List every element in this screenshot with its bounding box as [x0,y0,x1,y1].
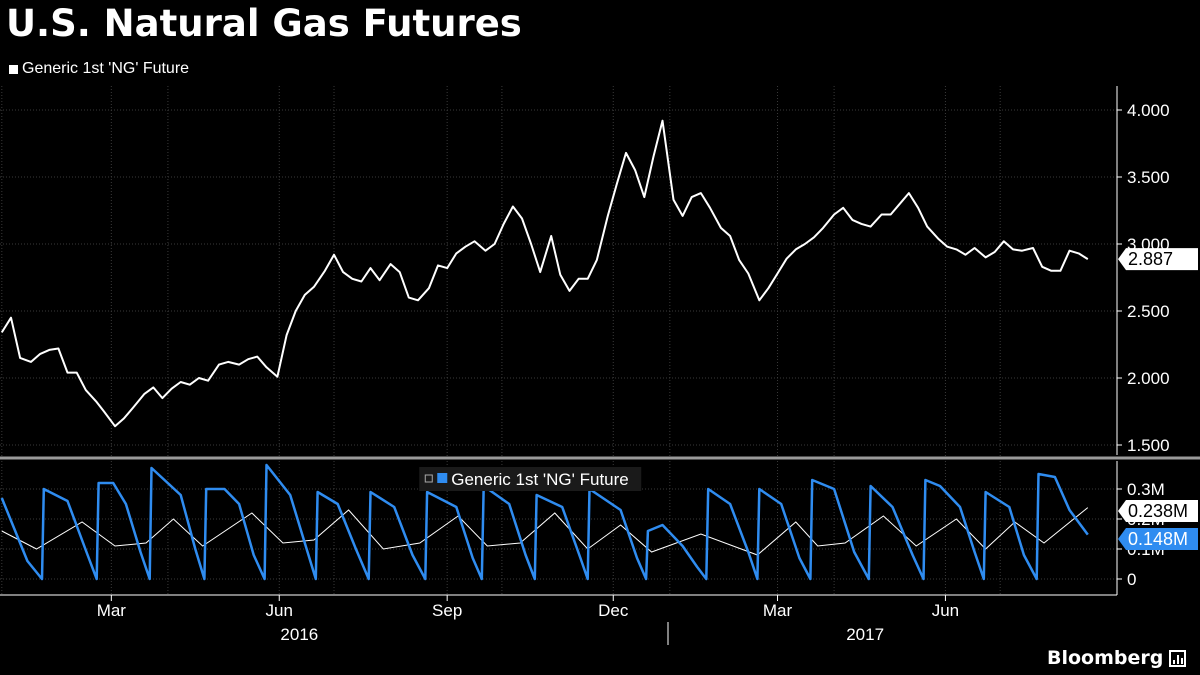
bloomberg-terminal-icon [1169,649,1187,667]
x-tick-label: Sep [432,601,462,620]
last-value-badge [1118,528,1198,550]
legend: Generic 1st 'NG' Future [9,60,189,78]
last-value-label: 0.148M [1128,529,1188,549]
y-tick-label: 0 [1127,570,1136,589]
x-year-label: 2017 [846,625,884,644]
last-value-badge [1118,500,1198,522]
y-tick-label: 1.500 [1127,436,1170,455]
open-interest-series-line [0,463,1089,581]
legend-label: Generic 1st 'NG' Future [22,60,190,77]
bottom-legend-label: Generic 1st 'NG' Future [451,470,629,489]
legend-expand-icon [424,474,433,483]
x-year-label: 2016 [280,625,318,644]
x-tick-label: Dec [598,601,629,620]
legend-swatch-icon [437,473,448,483]
y-tick-label: 4.000 [1127,101,1170,120]
y-tick-label: 2.500 [1127,302,1170,321]
x-tick-label: Jun [266,601,293,620]
x-tick-label: Mar [763,601,793,620]
x-tick-label: Jun [932,601,959,620]
y-tick-label: 3.500 [1127,168,1170,187]
price-series-line [0,119,1089,428]
y-tick-label: 2.000 [1127,369,1170,388]
x-tick-label: Mar [97,601,127,620]
last-value-badge [1118,248,1198,271]
brand-name: Bloomberg [1047,647,1164,669]
brand-logo: Bloomberg [1047,647,1187,669]
legend-swatch-icon [9,64,18,74]
last-value-label: 0.238M [1128,501,1188,521]
chart-title: U.S. Natural Gas Futures [6,2,522,45]
bottom-legend-box [419,467,642,491]
y-tick-label: 0.3M [1127,480,1165,499]
secondary-series-line [1,507,1089,556]
last-value-label: 2.887 [1128,249,1173,269]
